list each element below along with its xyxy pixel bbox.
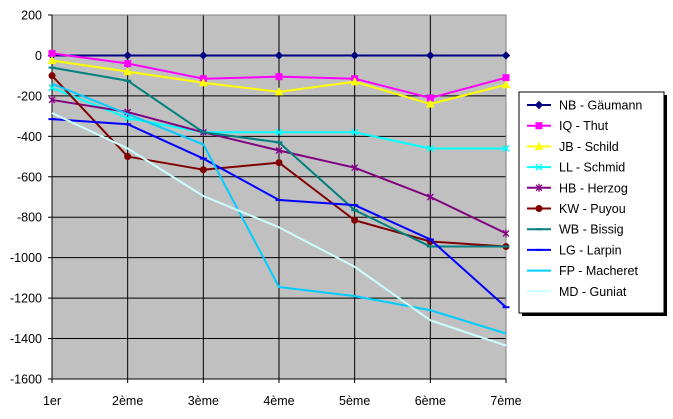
legend-label: LG - Larpin [559,243,622,257]
x-tick-label: 1er [43,394,61,408]
legend-label: MD - Guniat [559,285,627,299]
series-0-point [501,51,511,60]
series-lines [47,49,511,347]
series-0-point [350,51,359,60]
x-tick-label: 3ème [188,394,219,408]
legend-marker [535,205,543,212]
y-tick-label: -400 [17,130,42,144]
y-tick-label: -1600 [10,373,42,387]
series-4-point [426,193,434,201]
legend-marker [534,100,544,110]
x-tick-label: 2ème [112,394,143,408]
series-5-point [275,159,283,167]
series-3-point [275,128,283,136]
x-tick-label: 7ème [490,394,521,408]
y-tick-label: -200 [17,89,42,103]
series-2-point [501,80,511,89]
series-1-point [124,60,132,68]
series-5-point [199,166,207,174]
series-9-line [51,112,507,347]
series-4-point [351,163,359,172]
series-0-point [274,51,284,60]
y-tick-label: 200 [21,9,42,23]
legend-box [518,91,665,314]
series-3-point [426,144,434,152]
series-3-point [48,84,56,92]
series-1-point [275,73,283,81]
series-5-point [351,216,359,224]
x-tick-label: 4ème [263,394,294,408]
legend-label: IQ - Thut [559,119,609,133]
series-2-point [274,87,284,96]
y-tick-label: -800 [17,211,42,225]
axes: 200 0 -200 -400 -600 -800 -1000 -1200 -1400 -1600… [10,9,522,409]
y-tick-label: -1400 [10,332,42,346]
y-tick-label: -600 [17,170,42,184]
legend-marker [535,163,543,171]
x-tick-label: 5ème [339,394,370,408]
legend: NB - Gäumann IQ - Thut JB - Schild LL - Sch… [518,91,667,316]
series-5-point [124,153,132,161]
series-5-point [48,72,56,80]
legend-marker [535,122,543,130]
legend-label: JB - Schild [559,140,619,154]
series-3-point [502,144,510,152]
series-3-point [351,128,359,136]
y-tick-label: -1200 [10,292,42,306]
series-1-point [48,49,56,57]
series-4-point [275,146,283,155]
series-0-point [123,51,132,60]
series-2-point [123,67,133,76]
legend-label: WB - Bissig [559,223,624,237]
series-2-point [47,55,57,64]
series-8-line [51,82,507,335]
y-tick-label: 0 [35,49,42,63]
legend-label: KW - Puyou [559,202,626,216]
series-2-point [425,99,435,108]
series-1-point [502,74,510,82]
series-4-point [48,95,56,104]
series-3-point [124,114,132,122]
series-0-point [199,51,208,60]
legend-marker [535,183,543,192]
legend-label: HB - Herzog [559,181,628,195]
legend-label: LL - Schmid [559,161,625,175]
series-0-point [426,51,435,60]
legend-label: NB - Gäumann [559,99,642,113]
series-2-point [198,78,208,87]
x-tick-label: 6ème [415,394,446,408]
series-4-point [502,229,510,238]
series-2-point [350,77,360,86]
legend-marker [534,141,544,150]
y-tick-label: -1000 [10,251,42,265]
legend-label: FP - Macheret [559,264,638,278]
